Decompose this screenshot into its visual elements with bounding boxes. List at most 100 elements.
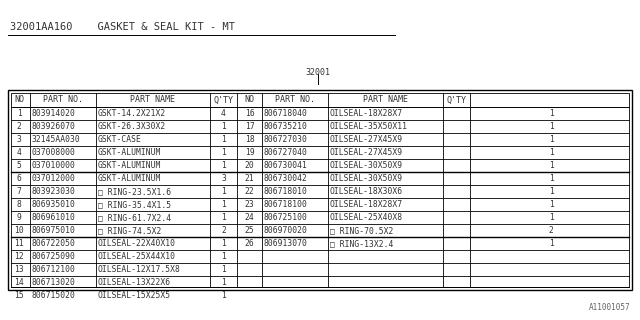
Text: A11001057: A11001057 [588, 303, 630, 312]
Text: 037008000: 037008000 [32, 148, 76, 157]
Text: 2: 2 [17, 122, 21, 131]
Text: OILSEAL-18X28X7: OILSEAL-18X28X7 [330, 109, 403, 118]
Text: 1: 1 [221, 187, 226, 196]
Text: 4: 4 [221, 109, 226, 118]
Text: 1: 1 [221, 239, 226, 248]
Text: 806718010: 806718010 [264, 187, 308, 196]
Text: 806913070: 806913070 [264, 239, 308, 248]
Text: 10: 10 [14, 226, 24, 235]
Text: 806712100: 806712100 [32, 265, 76, 274]
Text: NO: NO [244, 95, 255, 105]
Text: NO: NO [14, 95, 24, 105]
Text: 32145AA030: 32145AA030 [32, 135, 81, 144]
Text: 806715020: 806715020 [32, 291, 76, 300]
Text: □ RING-61.7X2.4: □ RING-61.7X2.4 [98, 213, 171, 222]
Text: 8: 8 [17, 200, 21, 209]
Text: □ RING-13X2.4: □ RING-13X2.4 [330, 239, 394, 248]
Text: OILSEAL-22X40X10: OILSEAL-22X40X10 [98, 239, 176, 248]
Text: 1: 1 [548, 239, 554, 248]
Bar [11, 93, 629, 287]
Text: 1: 1 [221, 161, 226, 170]
Text: 20: 20 [244, 161, 254, 170]
Text: OILSEAL-35X50X11: OILSEAL-35X50X11 [330, 122, 408, 131]
Text: 803923030: 803923030 [32, 187, 76, 196]
Text: 3: 3 [17, 135, 21, 144]
Text: 037010000: 037010000 [32, 161, 76, 170]
Text: PART NO.: PART NO. [43, 95, 83, 105]
Text: 11: 11 [14, 239, 24, 248]
Text: 806961010: 806961010 [32, 213, 76, 222]
Text: 806725090: 806725090 [32, 252, 76, 261]
Text: 17: 17 [244, 122, 254, 131]
Text: 18: 18 [244, 135, 254, 144]
Text: 19: 19 [244, 148, 254, 157]
Text: 1: 1 [221, 148, 226, 157]
Text: 806718040: 806718040 [264, 109, 308, 118]
Text: 23: 23 [244, 200, 254, 209]
Text: 1: 1 [548, 187, 554, 196]
Text: 803926070: 803926070 [32, 122, 76, 131]
Text: 26: 26 [244, 239, 254, 248]
Text: GSKT-ALUMINUM: GSKT-ALUMINUM [98, 174, 161, 183]
Text: 037012000: 037012000 [32, 174, 76, 183]
Text: 7: 7 [17, 187, 21, 196]
Text: GSKT-ALUMINUM: GSKT-ALUMINUM [98, 148, 161, 157]
Text: 1: 1 [221, 200, 226, 209]
Bar [8, 90, 632, 290]
Text: 3: 3 [221, 174, 226, 183]
Text: 806725100: 806725100 [264, 213, 308, 222]
Text: 1: 1 [221, 252, 226, 261]
Text: 4: 4 [17, 148, 21, 157]
Text: □ RING-74.5X2: □ RING-74.5X2 [98, 226, 161, 235]
Text: □ RING-23.5X1.6: □ RING-23.5X1.6 [98, 187, 171, 196]
Text: 806970020: 806970020 [264, 226, 308, 235]
Text: OILSEAL-30X50X9: OILSEAL-30X50X9 [330, 161, 403, 170]
Text: OILSEAL-12X17.5X8: OILSEAL-12X17.5X8 [98, 265, 181, 274]
Text: 1: 1 [221, 265, 226, 274]
Text: GSKT-14.2X21X2: GSKT-14.2X21X2 [98, 109, 166, 118]
Text: 9: 9 [17, 213, 21, 222]
Text: OILSEAL-25X40X8: OILSEAL-25X40X8 [330, 213, 403, 222]
Text: OILSEAL-27X45X9: OILSEAL-27X45X9 [330, 148, 403, 157]
Text: □ RING-70.5X2: □ RING-70.5X2 [330, 226, 394, 235]
Text: 1: 1 [548, 200, 554, 209]
Text: 803914020: 803914020 [32, 109, 76, 118]
Text: 1: 1 [221, 135, 226, 144]
Text: OILSEAL-15X25X5: OILSEAL-15X25X5 [98, 291, 171, 300]
Text: 1: 1 [221, 213, 226, 222]
Text: Q'TY: Q'TY [214, 95, 234, 105]
Text: 22: 22 [244, 187, 254, 196]
Text: OILSEAL-13X22X6: OILSEAL-13X22X6 [98, 278, 171, 287]
Text: 1: 1 [221, 122, 226, 131]
Text: OILSEAL-27X45X9: OILSEAL-27X45X9 [330, 135, 403, 144]
Text: GSKT-CASE: GSKT-CASE [98, 135, 142, 144]
Text: 806713020: 806713020 [32, 278, 76, 287]
Text: 806727040: 806727040 [264, 148, 308, 157]
Text: GSKT-26.3X30X2: GSKT-26.3X30X2 [98, 122, 166, 131]
Text: 6: 6 [17, 174, 21, 183]
Text: OILSEAL-18X28X7: OILSEAL-18X28X7 [330, 200, 403, 209]
Text: 806975010: 806975010 [32, 226, 76, 235]
Text: 806730041: 806730041 [264, 161, 308, 170]
Text: 5: 5 [17, 161, 21, 170]
Text: 1: 1 [548, 109, 554, 118]
Text: GSKT-ALUMINUM: GSKT-ALUMINUM [98, 161, 161, 170]
Text: Q'TY: Q'TY [447, 95, 467, 105]
Text: PART NAME: PART NAME [363, 95, 408, 105]
Text: 14: 14 [14, 278, 24, 287]
Text: OILSEAL-25X44X10: OILSEAL-25X44X10 [98, 252, 176, 261]
Text: 806935010: 806935010 [32, 200, 76, 209]
Text: 1: 1 [17, 109, 21, 118]
Text: 1: 1 [221, 278, 226, 287]
Text: 1: 1 [221, 291, 226, 300]
Text: 1: 1 [548, 122, 554, 131]
Text: OILSEAL-18X30X6: OILSEAL-18X30X6 [330, 187, 403, 196]
Text: 806722050: 806722050 [32, 239, 76, 248]
Text: 16: 16 [244, 109, 254, 118]
Text: PART NO.: PART NO. [275, 95, 315, 105]
Text: 1: 1 [548, 213, 554, 222]
Text: 806735210: 806735210 [264, 122, 308, 131]
Text: 13: 13 [14, 265, 24, 274]
Text: 32001AA160    GASKET & SEAL KIT - MT: 32001AA160 GASKET & SEAL KIT - MT [10, 22, 235, 32]
Text: 15: 15 [14, 291, 24, 300]
